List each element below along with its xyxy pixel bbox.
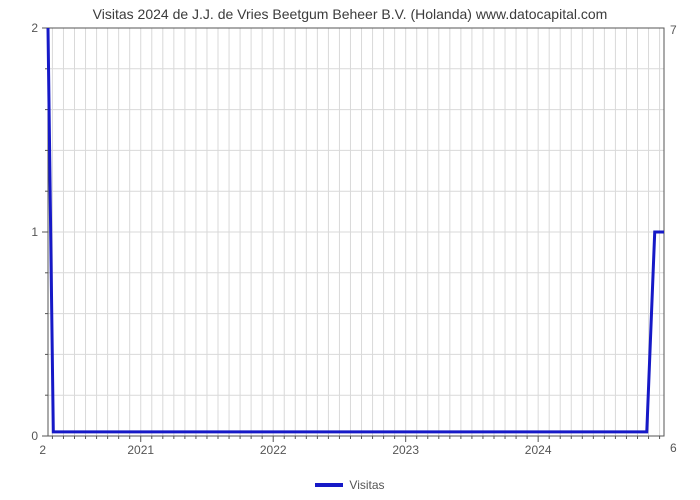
- svg-text:0: 0: [31, 429, 38, 443]
- svg-text:2: 2: [39, 443, 46, 457]
- legend-swatch: [315, 483, 343, 487]
- legend-label: Visitas: [349, 478, 384, 492]
- line-chart: 0 1 2 2021 2022 2023 2024 7 6 2: [0, 0, 700, 500]
- svg-text:7: 7: [670, 23, 677, 37]
- chart-container: Visitas 2024 de J.J. de Vries Beetgum Be…: [0, 0, 700, 500]
- svg-text:2021: 2021: [127, 443, 154, 457]
- svg-text:2022: 2022: [260, 443, 287, 457]
- legend: Visitas: [0, 478, 700, 492]
- svg-text:2024: 2024: [525, 443, 552, 457]
- svg-text:6: 6: [670, 441, 677, 455]
- svg-text:2023: 2023: [392, 443, 419, 457]
- svg-text:1: 1: [31, 225, 38, 239]
- svg-text:2: 2: [31, 21, 38, 35]
